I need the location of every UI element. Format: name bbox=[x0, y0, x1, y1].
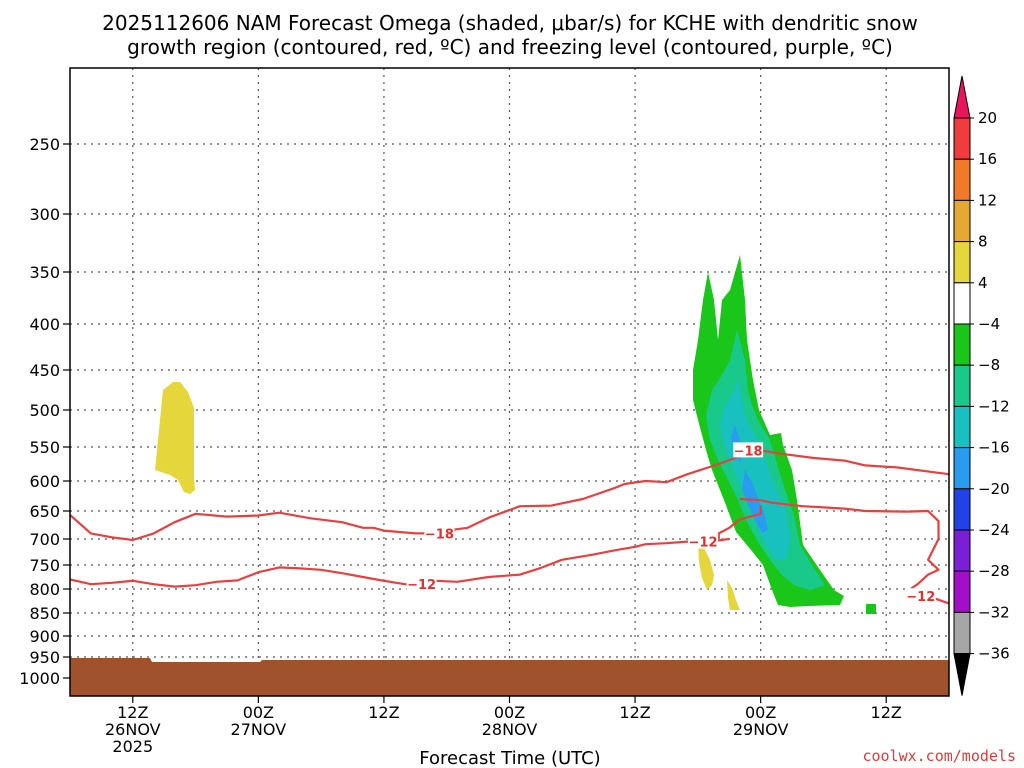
y-tick-label: 400 bbox=[29, 315, 60, 334]
y-tick-label: 950 bbox=[29, 648, 60, 667]
omega-region-green-small bbox=[866, 604, 876, 614]
colorbar-segment bbox=[953, 364, 971, 407]
y-tick-label: 1000 bbox=[19, 669, 60, 688]
x-tick-label: 12Z bbox=[871, 703, 902, 722]
isotherm-label-bg bbox=[406, 576, 437, 592]
y-tick-label: 500 bbox=[29, 401, 60, 420]
isotherm-label: −12 bbox=[906, 590, 935, 605]
colorbar-tick-label: 8 bbox=[978, 233, 988, 251]
colorbar-tick-label: 12 bbox=[978, 191, 997, 209]
colorbar-segment bbox=[953, 323, 971, 366]
colorbar-segment bbox=[953, 117, 971, 160]
omega-region-green-main bbox=[693, 255, 844, 607]
omega-region-yellow-left bbox=[155, 382, 195, 494]
colorbar-segment bbox=[953, 570, 971, 613]
y-tick-label: 350 bbox=[29, 263, 60, 282]
isotherm-label-bg bbox=[905, 588, 936, 604]
x-tick-label: 12Z bbox=[117, 703, 148, 722]
isotherm-line bbox=[739, 497, 940, 593]
isotherm-line bbox=[69, 537, 730, 588]
colorbar-tick-label: 20 bbox=[978, 109, 997, 127]
isotherm-label-bg bbox=[733, 442, 764, 458]
credit-text: coolwx.com/models bbox=[862, 747, 1016, 765]
x-tick-label: 00Z bbox=[745, 703, 776, 722]
x-tick-label: 12Z bbox=[619, 703, 650, 722]
colorbar-bottom-arrow bbox=[953, 653, 971, 696]
isotherm-label-bg bbox=[688, 533, 719, 549]
isotherm-label: −12 bbox=[689, 536, 718, 551]
x-tick-label: 26NOV bbox=[105, 720, 161, 739]
isotherm-line bbox=[69, 449, 950, 542]
y-tick-label: 250 bbox=[29, 135, 60, 154]
isotherm-label: −12 bbox=[407, 578, 436, 593]
x-tick-label: 27NOV bbox=[231, 720, 287, 739]
colorbar-tick-label: −28 bbox=[978, 562, 1010, 580]
colorbar-tick-label: 4 bbox=[978, 274, 988, 292]
isotherm-label: −18 bbox=[425, 527, 454, 542]
isotherm-contour-labels: −18 −18 −12 −12 −12 bbox=[406, 442, 936, 605]
colorbar-segment bbox=[953, 158, 971, 201]
y-tick-label: 450 bbox=[29, 361, 60, 380]
terrain-ground bbox=[70, 658, 949, 696]
y-tick-label: 900 bbox=[29, 627, 60, 646]
x-tick-label: 2025 bbox=[112, 737, 153, 756]
colorbar-segment bbox=[953, 611, 971, 655]
x-tick-label: 29NOV bbox=[733, 720, 789, 739]
chart-title-line1: 2025112606 NAM Forecast Omega (shaded, μ… bbox=[102, 11, 918, 35]
omega-region-blue-core bbox=[742, 470, 768, 533]
omega-region-yellow-small-1 bbox=[698, 546, 714, 590]
colorbar-top-arrow bbox=[953, 75, 971, 119]
colorbar-tick-label: −4 bbox=[978, 315, 1000, 333]
colorbar-segment bbox=[953, 529, 971, 572]
colorbar-tick-label: −20 bbox=[978, 480, 1010, 498]
colorbar-tick-label: 16 bbox=[978, 150, 997, 168]
y-tick-label: 300 bbox=[29, 205, 60, 224]
y-tick-label: 600 bbox=[29, 472, 60, 491]
colorbar-tick-label: −8 bbox=[978, 356, 1000, 374]
colorbar-tick-label: −12 bbox=[978, 397, 1010, 415]
y-tick-label: 850 bbox=[29, 604, 60, 623]
colorbar-segment bbox=[953, 447, 971, 490]
omega-shading bbox=[155, 255, 876, 614]
y-tick-label: 650 bbox=[29, 502, 60, 521]
omega-region-yellow-small-2 bbox=[727, 580, 740, 610]
y-tick-label: 550 bbox=[29, 438, 60, 457]
isotherm-line bbox=[717, 505, 762, 539]
colorbar-tick-label: −32 bbox=[978, 603, 1010, 621]
plot-area: −18 −18 −12 −12 −12 bbox=[69, 67, 950, 697]
x-tick-label: 12Z bbox=[368, 703, 399, 722]
y-axis-ticks: 250 300 350 400 450 500 550 600 650 700 750 800 850 9… bbox=[19, 135, 70, 688]
y-tick-label: 800 bbox=[29, 580, 60, 599]
omega-region-cyan bbox=[720, 380, 790, 560]
colorbar-tick-label: −36 bbox=[978, 645, 1010, 663]
colorbar: 20 16 12 8 4 −4 −8 −12 −16 −20 −24 −28 −32 −36 bbox=[953, 75, 1010, 696]
colorbar-segment bbox=[953, 282, 971, 325]
isotherm-contours bbox=[69, 449, 950, 605]
colorbar-tick-label: −24 bbox=[978, 521, 1010, 539]
x-tick-label: 28NOV bbox=[482, 720, 538, 739]
x-tick-label: 00Z bbox=[243, 703, 274, 722]
x-axis-label: Forecast Time (UTC) bbox=[419, 748, 600, 768]
colorbar-segment bbox=[953, 241, 971, 284]
colorbar-segment bbox=[953, 488, 971, 531]
colorbar-tick-label: −16 bbox=[978, 439, 1010, 457]
y-tick-label: 750 bbox=[29, 556, 60, 575]
isotherm-label: −18 bbox=[734, 444, 763, 459]
colorbar-segment bbox=[953, 405, 971, 449]
colorbar-segment bbox=[953, 199, 971, 243]
y-tick-label: 700 bbox=[29, 530, 60, 549]
chart-title-line2: growth region (contoured, red, ºC) and f… bbox=[127, 35, 893, 59]
isotherm-label-bg bbox=[424, 525, 455, 541]
x-tick-label: 00Z bbox=[494, 703, 525, 722]
